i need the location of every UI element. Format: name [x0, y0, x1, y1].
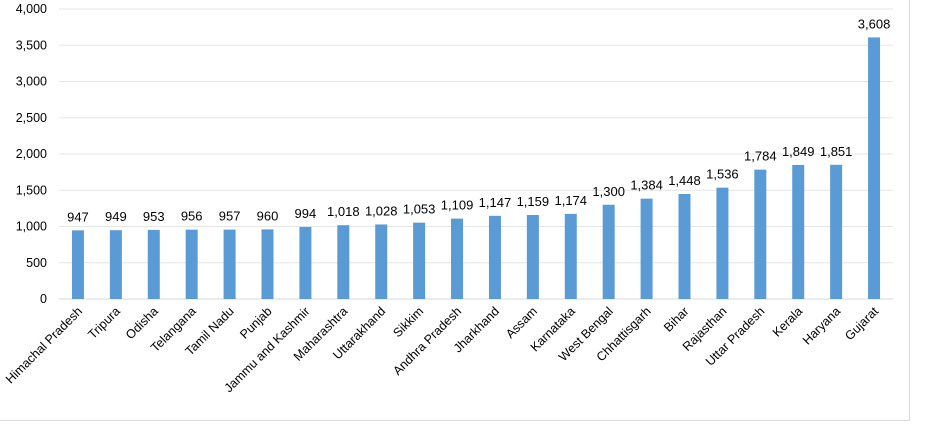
bar-sikkim — [413, 222, 426, 299]
chart-frame: 0 500 1,000 1,500 2,000 2,500 3,000 3,500 4,000 … — [0, 0, 910, 421]
data-label: 1,300 — [592, 184, 625, 199]
bar-jammu-and-kashmir — [299, 226, 312, 299]
data-label: 1,851 — [820, 144, 853, 159]
x-tick-label: Kerala — [770, 304, 805, 339]
bar-west-bengal — [602, 204, 615, 299]
bar-tripura — [109, 230, 122, 299]
data-label: 3,608 — [858, 16, 891, 31]
bar-karnataka — [564, 213, 577, 299]
y-tick-label: 3,000 — [16, 75, 47, 89]
bar-rajasthan — [716, 187, 729, 299]
bar-punjab — [261, 229, 274, 299]
data-label: 1,053 — [403, 202, 436, 217]
data-label: 947 — [67, 209, 89, 224]
data-label: 1,147 — [479, 195, 512, 210]
data-label: 957 — [219, 209, 241, 224]
bar-telangana — [185, 229, 198, 299]
bar-himachal-pradesh — [71, 230, 84, 299]
bar-kerala — [792, 164, 805, 299]
x-tick-label: Himachal Pradesh — [3, 304, 85, 386]
x-tick-label: Punjab — [237, 304, 274, 341]
data-label: 994 — [295, 206, 317, 221]
bars — [71, 37, 881, 300]
data-label: 1,028 — [365, 203, 398, 218]
x-axis: Himachal Pradesh Tripura OdishaTelanganaTa… — [3, 304, 882, 395]
y-tick-label: 500 — [26, 256, 47, 270]
data-label: 1,536 — [706, 167, 739, 182]
gridlines — [59, 8, 893, 300]
y-tick-label: 0 — [40, 292, 47, 306]
bar-maharashtra — [337, 225, 350, 299]
data-label: 1,849 — [782, 144, 815, 159]
y-tick-label: 2,500 — [16, 111, 47, 125]
x-tick-label: Assam — [503, 304, 540, 341]
bar-assam — [526, 214, 539, 299]
x-tick-label: Bihar — [661, 304, 692, 335]
x-tick-label: Tripura — [85, 304, 123, 342]
data-label: 960 — [257, 208, 279, 223]
bar-gujarat — [868, 37, 881, 300]
bar-uttar-pradesh — [754, 169, 767, 299]
y-tick-label: 1,500 — [16, 183, 47, 197]
data-label: 949 — [105, 209, 127, 224]
bar-jharkhand — [488, 215, 501, 299]
x-tick-label: Haryana — [800, 304, 843, 347]
x-tick-label: Gujarat — [842, 304, 881, 343]
bar-chart: 05001,0001,5002,0002,5003,0003,5004,000 … — [3, 2, 893, 395]
y-axis: 0 500 1,000 1,500 2,000 2,500 3,000 3,500 4,000 — [16, 2, 47, 306]
bar-tamil-nadu — [223, 229, 236, 299]
data-label: 1,018 — [327, 204, 360, 219]
y-tick-label: 2,000 — [16, 147, 47, 161]
data-label: 1,174 — [554, 193, 587, 208]
data-label: 1,448 — [668, 173, 701, 188]
data-label: 1,384 — [630, 178, 663, 193]
bar-bihar — [678, 194, 691, 299]
data-label: 1,159 — [517, 194, 550, 209]
bar-odisha — [147, 229, 160, 299]
x-tick-label: Andhra Pradesh — [390, 304, 464, 378]
y-tick-label: 1,000 — [16, 220, 47, 234]
data-label: 1,109 — [441, 198, 474, 213]
data-label: 953 — [143, 209, 165, 224]
data-label: 1,784 — [744, 149, 777, 164]
bar-uttarakhand — [375, 224, 388, 299]
y-tick-label: 3,500 — [16, 38, 47, 52]
bar-andhra-pradesh — [451, 218, 464, 299]
y-tick-label: 4,000 — [16, 2, 47, 16]
bar-chhattisgarh — [640, 198, 653, 299]
data-label: 956 — [181, 209, 203, 224]
bar-haryana — [830, 164, 843, 299]
data-labels: 947 949 953 956 957 960 994 1,018 1,028 1,053 1,10… — [67, 16, 890, 224]
x-tick-label: Odisha — [123, 304, 161, 342]
x-tick-label: Sikkim — [390, 304, 426, 340]
